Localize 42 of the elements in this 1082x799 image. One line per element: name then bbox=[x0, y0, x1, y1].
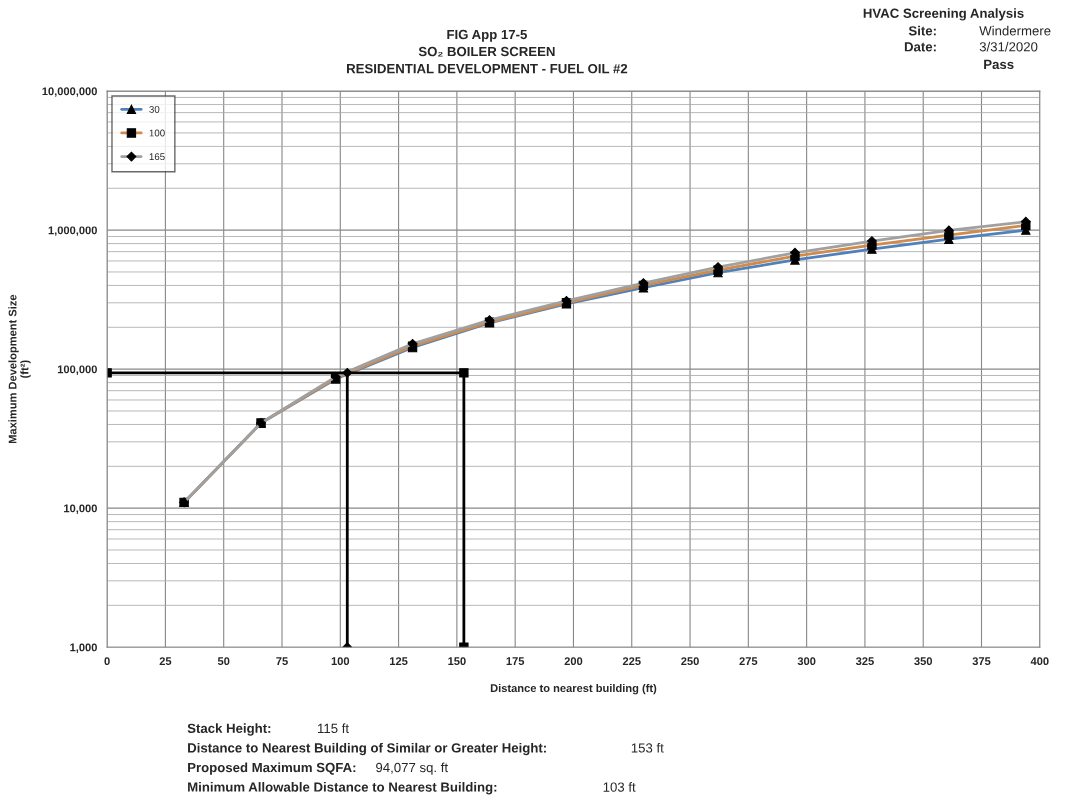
x-tick-label: 75 bbox=[276, 657, 288, 666]
x-tick-label: 300 bbox=[797, 657, 816, 666]
text: Stack Height: bbox=[187, 723, 271, 736]
text: 94,077 sq. ft bbox=[376, 762, 448, 775]
text: Site: bbox=[908, 25, 936, 36]
x-tick-label: 225 bbox=[622, 657, 641, 666]
x-tick-label: 125 bbox=[390, 657, 408, 666]
x-tick-label: 400 bbox=[1030, 657, 1049, 666]
legend-label: 100 bbox=[149, 129, 165, 137]
x-tick-label: 150 bbox=[448, 657, 466, 666]
legend-label: 165 bbox=[149, 153, 165, 161]
y-axis-title: Maximum Development Size (ft²) bbox=[8, 294, 31, 444]
text: HVAC Screening Analysis bbox=[863, 8, 1024, 21]
chart-title: FIG App 17-5 SO₂ BOILER SCREEN RESIDENTIAL DEVELOPMENT - FUEL OIL #2 bbox=[347, 29, 628, 74]
text: Minimum Allowable Distance to Nearest Building: bbox=[188, 782, 497, 795]
x-axis-title: Distance to nearest building (ft) bbox=[490, 683, 657, 695]
x-tick-label: 25 bbox=[159, 657, 172, 666]
x-tick-label: 100 bbox=[331, 657, 350, 666]
x-tick-label: 50 bbox=[217, 657, 230, 666]
x-tick-label: 175 bbox=[506, 657, 525, 666]
x-tick-label: 275 bbox=[739, 657, 758, 666]
text: Distance to Nearest Building of Similar or Greater Height: bbox=[188, 742, 546, 756]
y-tick-label: 10,000,000 bbox=[42, 87, 97, 97]
text: Proposed Maximum SQFA: bbox=[188, 762, 356, 775]
text: Date: bbox=[904, 42, 936, 52]
x-tick-label: 350 bbox=[914, 657, 933, 666]
x-tick-label: 0 bbox=[104, 657, 110, 666]
y-tick-label: 1,000,000 bbox=[48, 226, 97, 236]
x-tick-label: 375 bbox=[972, 657, 991, 666]
x-tick-label: 200 bbox=[564, 657, 583, 666]
text: 103 ft bbox=[603, 782, 636, 792]
text: Windermere bbox=[979, 25, 1051, 36]
legend-label: 30 bbox=[149, 105, 160, 113]
text: Pass bbox=[984, 59, 1014, 70]
y-tick-label: 10,000 bbox=[64, 504, 97, 514]
text: 3/31/2020 bbox=[979, 41, 1038, 52]
x-tick-label: 325 bbox=[855, 657, 874, 666]
y-tick-label: 1,000 bbox=[70, 643, 97, 653]
text: 115 ft bbox=[318, 723, 349, 734]
x-tick-label: 250 bbox=[681, 657, 699, 666]
y-tick-label: 100,000 bbox=[57, 365, 97, 375]
text: 153 ft bbox=[631, 742, 664, 753]
